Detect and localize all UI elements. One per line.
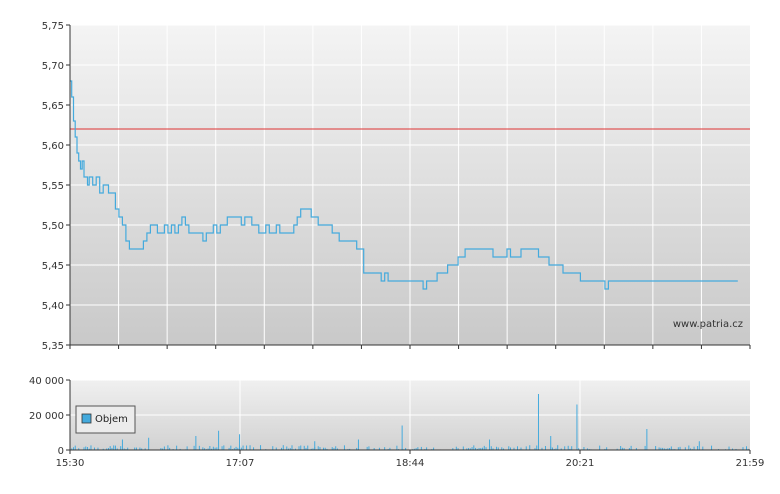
volume-x-tick-label: 15:30	[56, 458, 85, 469]
volume-y-tick-label: 20 000	[29, 411, 64, 422]
price-y-axis: 5,35 5,40 5,45 5,50 5,55 5,60 5,65 5,70 5,75	[42, 21, 70, 352]
price-y-tick-label: 5,50	[42, 221, 64, 232]
price-panel: 5,35 5,40 5,45 5,50 5,55 5,60 5,65 5,70 5,75 www…	[42, 21, 751, 352]
price-grid	[70, 24, 750, 346]
price-y-tick-label: 5,75	[42, 21, 64, 32]
price-x-ticks	[69, 345, 751, 349]
volume-x-tick-label: 21:59	[736, 458, 765, 469]
price-y-tick-label: 5,35	[42, 341, 64, 352]
price-series-line	[70, 80, 738, 290]
volume-x-tick-label: 17:07	[226, 458, 255, 469]
volume-x-axis: 15:30 17:07 18:44 20:21 21:59	[56, 450, 765, 469]
price-y-tick-label: 5,40	[42, 301, 64, 312]
price-y-tick-label: 5,65	[42, 101, 64, 112]
price-y-tick-label: 5,55	[42, 181, 64, 192]
legend-swatch	[81, 413, 92, 424]
legend: Objem	[75, 405, 136, 434]
price-y-tick-label: 5,60	[42, 141, 64, 152]
volume-x-tick-label: 20:21	[566, 458, 595, 469]
volume-x-tick-label: 18:44	[396, 458, 425, 469]
volume-y-tick-label: 40 000	[29, 376, 64, 387]
legend-label: Objem	[95, 414, 128, 425]
volume-y-axis: 0 20 000 40 000	[29, 376, 70, 457]
watermark: www.patria.cz	[673, 319, 743, 330]
price-y-tick-label: 5,45	[42, 261, 64, 272]
volume-y-tick-label: 0	[58, 446, 64, 457]
price-y-tick-label: 5,70	[42, 61, 64, 72]
